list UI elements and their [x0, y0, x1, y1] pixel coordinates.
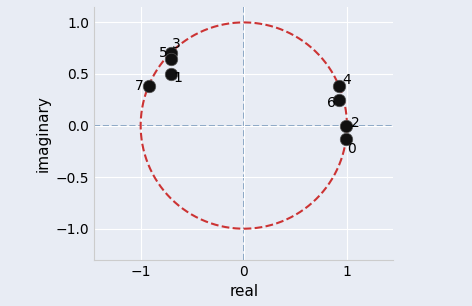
Text: 5: 5	[159, 46, 168, 60]
Y-axis label: imaginary: imaginary	[35, 95, 50, 172]
Text: 0: 0	[347, 142, 355, 156]
Text: 4: 4	[342, 73, 351, 87]
Text: 7: 7	[135, 79, 143, 93]
X-axis label: real: real	[229, 284, 258, 299]
Text: 6: 6	[328, 96, 337, 110]
Text: 2: 2	[351, 117, 360, 130]
Text: 1: 1	[174, 71, 183, 85]
Text: 3: 3	[172, 37, 180, 51]
